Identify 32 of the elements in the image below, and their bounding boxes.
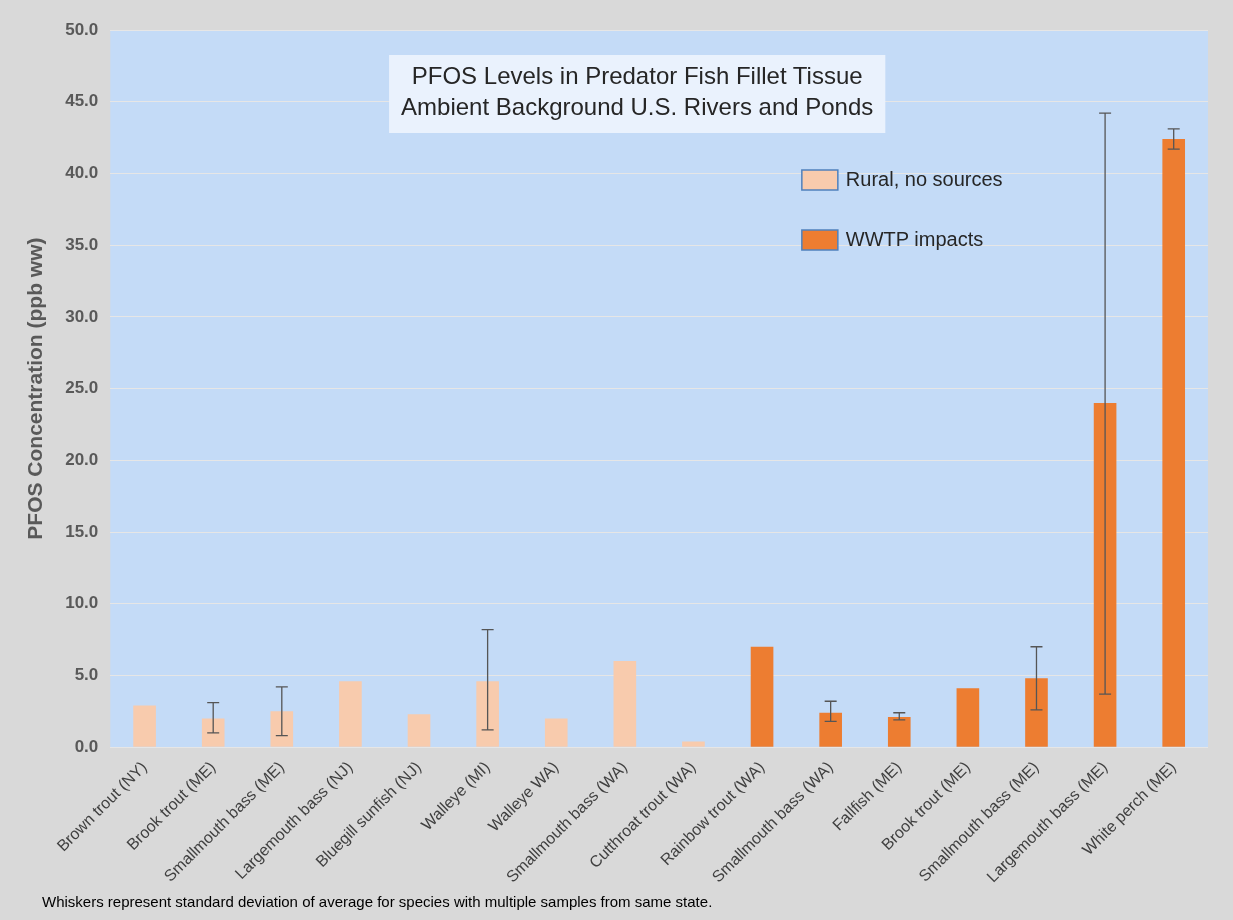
y-tick-label: 20.0 (65, 449, 99, 469)
y-tick-label: 10.0 (65, 593, 99, 613)
legend-label: WWTP impacts (845, 227, 984, 250)
bar (1162, 139, 1186, 747)
y-tick-label: 0.0 (74, 736, 99, 756)
bar (682, 741, 705, 747)
text: Whiskers represent standard deviation of average for species with multiple samples from same state. (42, 893, 713, 910)
text: Ambient Background U.S. Rivers and Ponds (401, 92, 874, 120)
text: PFOS Levels in Predator Fish Fillet Tissue (411, 61, 863, 89)
y-axis-title: PFOS Concentration (ppb ww) (23, 237, 47, 540)
y-tick-label: 5.0 (74, 665, 99, 685)
bar (956, 688, 980, 747)
bar (476, 681, 499, 747)
bar (407, 714, 431, 747)
y-tick-label: 40.0 (65, 163, 99, 183)
bar (887, 717, 911, 747)
bar (201, 718, 225, 747)
legend-label: Rural, no sources (845, 167, 1003, 190)
y-tick-label: 35.0 (65, 234, 99, 254)
y-tick-label: 50.0 (65, 19, 99, 39)
bar (544, 718, 568, 747)
bar (1025, 678, 1048, 747)
y-tick-label: 25.0 (65, 378, 99, 398)
y-tick-label: 15.0 (65, 521, 99, 541)
bar (613, 661, 637, 747)
y-tick-label: 45.0 (65, 91, 99, 111)
bar (750, 646, 774, 747)
bar (819, 712, 842, 747)
bar (270, 711, 294, 747)
bar (133, 705, 156, 747)
y-tick-label: 30.0 (65, 306, 99, 326)
bar (339, 681, 362, 747)
